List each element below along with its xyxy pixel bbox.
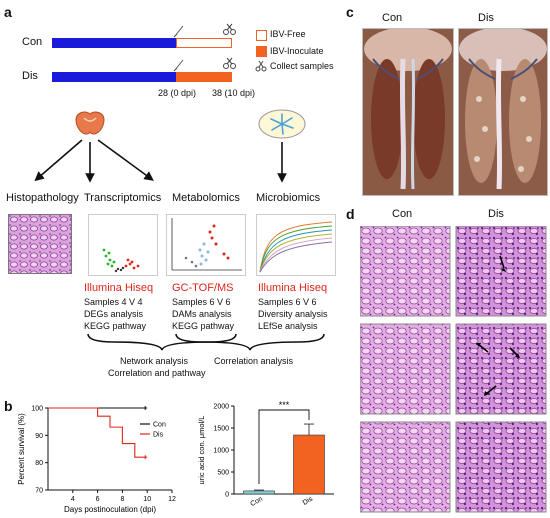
legend-collect: Collect samples [270, 61, 334, 71]
uric-y-tick-label: 0 [225, 492, 229, 499]
method-3-samples: Samples 6 V 6 [258, 297, 317, 307]
uric-significance-bracket [258, 409, 310, 485]
integration-braces [87, 333, 325, 351]
survival-x-tick-label: 4 [71, 496, 75, 503]
volcano-plot-thumbnail [88, 214, 158, 276]
histology-grid [360, 226, 547, 513]
panel-letter-b: b [4, 398, 13, 414]
survival-x-label: Days postinoculation (dpi) [64, 505, 156, 514]
uric-y-label: uric acid con. μmol/L [197, 416, 206, 485]
uric-significance-label: *** [279, 400, 290, 410]
rarefaction-curve-thumbnail [256, 214, 336, 276]
survival-x-tick-label: 8 [120, 496, 124, 503]
method-2-platform: GC-TOF/MS [172, 282, 234, 294]
legend-swatch-free [256, 30, 267, 41]
method-1-samples: Samples 4 V 4 [84, 297, 143, 307]
category-histopathology: Histopathology [6, 192, 79, 204]
survival-legend-con: Con [153, 422, 166, 429]
method-2-samples: Samples 6 V 6 [172, 297, 231, 307]
sampling-icons [173, 23, 236, 72]
category-metabolomics: Metabolomics [172, 192, 240, 204]
histo-dis-1 [455, 226, 547, 317]
category-transcriptomics: Transcriptomics [84, 192, 162, 204]
survival-x-tick-label: 10 [143, 496, 151, 503]
uric-category-dis: Dis [302, 495, 315, 506]
tick-28: 28 (0 dpi) [158, 88, 197, 98]
timeline-group-dis: Dis [22, 70, 38, 82]
uric-y-tick-label: 500 [217, 470, 229, 477]
survival-chart: 70 80 90 100 4 6 8 10 12 Percent survival (%) Days… [17, 406, 176, 515]
survival-series-dis [48, 407, 148, 458]
survival-y-tick-label: 90 [35, 433, 43, 440]
uric-bar-con [243, 490, 275, 495]
survival-y-tick-label: 100 [31, 406, 43, 413]
histo-label-con: Con [392, 208, 413, 220]
photo-label-con: Con [382, 12, 403, 24]
histo-dis-2 [455, 323, 547, 415]
method-3-platform: Illumina Hiseq [258, 282, 328, 294]
method-2-analysis: DAMs analysis [172, 309, 232, 319]
method-3-analysis: Diversity analysis [258, 309, 328, 319]
histo-con-3 [360, 421, 451, 513]
dis-pre-bar [52, 72, 176, 82]
method-1-analysis: DEGs analysis [84, 309, 144, 319]
photo-label-dis: Dis [478, 12, 494, 24]
method-2-pathway: KEGG pathway [172, 321, 235, 331]
histo-dis-3 [455, 421, 547, 513]
histo-con-2 [360, 323, 451, 415]
microbiome-dish-icon [258, 109, 306, 139]
dis-inoculate-bar [176, 72, 232, 82]
kidney-icon [75, 111, 105, 135]
survival-legend-dis: Dis [153, 432, 164, 439]
histo-con-1 [360, 226, 451, 317]
panel-letter-c: c [346, 4, 354, 20]
survival-y-tick-label: 70 [35, 488, 43, 495]
tick-38: 38 (10 dpi) [212, 88, 256, 98]
timeline-group-con: Con [22, 36, 43, 48]
legend-swatch-inoculate [256, 46, 267, 57]
histology-texture [9, 215, 71, 273]
histo-label-dis: Dis [488, 208, 504, 220]
metabolomics-plot-thumbnail [166, 214, 246, 276]
histopathology-thumbnail [8, 214, 72, 274]
legend-scissors-icon [255, 60, 267, 72]
panel-letter-d: d [346, 206, 355, 222]
uric-acid-chart: 0 500 1000 1500 2000 uric acid con. μmol/L Con… [197, 400, 334, 509]
con-free-bar [176, 38, 232, 48]
uric-bar-dis [293, 434, 325, 495]
survival-x-tick-label: 12 [168, 496, 176, 503]
uric-category-con: Con [249, 496, 264, 509]
workflow-arrows [34, 139, 287, 183]
network-analysis: Network analysis [120, 356, 189, 366]
method-3-pathway: LEfSe analysis [258, 321, 318, 331]
method-1-pathway: KEGG pathway [84, 321, 147, 331]
uric-y-tick-label: 2000 [213, 404, 229, 411]
con-kidney-photo [362, 28, 454, 196]
legend-free: IBV-Free [270, 29, 306, 39]
con-pre-bar [52, 38, 176, 48]
survival-y-label: Percent survival (%) [17, 413, 26, 485]
uric-y-tick-label: 1000 [213, 448, 229, 455]
dis-kidney-photo [458, 28, 548, 196]
panel-letter-a: a [4, 4, 12, 20]
scissors-icon [223, 23, 236, 69]
survival-x-tick-label: 6 [96, 496, 100, 503]
category-microbiomics: Microbiomics [256, 192, 321, 204]
correlation-and-pathway: Correlation and pathway [108, 368, 206, 378]
method-1-platform: Illumina Hiseq [84, 282, 154, 294]
uric-y-tick-label: 1500 [213, 426, 229, 433]
legend-inoculate: IBV-Inoculate [270, 46, 324, 56]
correlation-analysis: Correlation analysis [214, 356, 294, 366]
syringe-icon [173, 25, 184, 72]
survival-y-tick-label: 80 [35, 460, 43, 467]
